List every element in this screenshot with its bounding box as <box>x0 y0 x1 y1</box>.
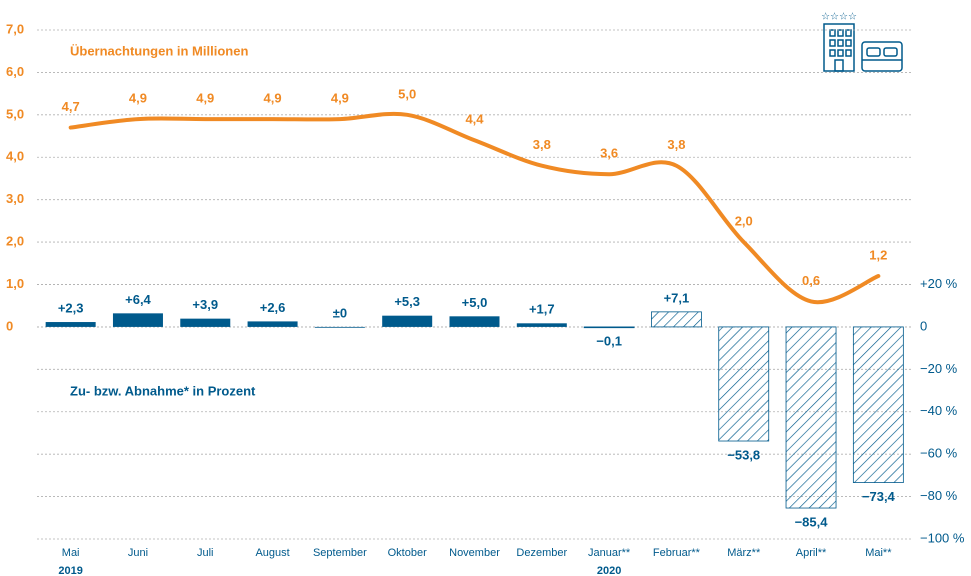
svg-text:☆☆☆☆: ☆☆☆☆ <box>821 12 857 23</box>
y-tick-label: 3,0 <box>6 191 24 206</box>
x-tick-label: August <box>255 547 289 559</box>
bar-value-label: +5,3 <box>394 294 420 309</box>
bar-value-label: +3,9 <box>192 297 218 312</box>
bar <box>247 321 298 327</box>
x-tick-label: März** <box>727 547 761 559</box>
year-label: 2019 <box>58 565 82 576</box>
line <box>68 111 881 305</box>
line-value-label: 3,6 <box>600 146 618 161</box>
y-tick-label: 7,0 <box>6 21 24 36</box>
bar <box>583 326 635 329</box>
y-tick-label: 2,0 <box>6 234 24 249</box>
x-tick-label: Juli <box>197 547 214 559</box>
x-tick-label: April** <box>796 547 827 559</box>
bar-value-label: +6,4 <box>125 292 151 307</box>
line-value-label: 2,0 <box>735 214 753 229</box>
y-tick-label: 4,0 <box>6 149 24 164</box>
bar <box>45 322 96 327</box>
bar <box>449 316 500 327</box>
y-tick-label: 6,0 <box>6 64 24 79</box>
series-label: Übernachtungen in Millionen <box>70 43 248 58</box>
y2-tick-label: −100 % <box>920 530 965 545</box>
bar-value-label: +7,1 <box>664 290 690 305</box>
bar <box>112 313 163 327</box>
y2-tick-label: −40 % <box>920 403 958 418</box>
bar <box>382 315 433 327</box>
bar-value-label: −0,1 <box>596 334 622 349</box>
x-tick-label: Juni <box>128 547 148 559</box>
x-tick-label: Mai <box>62 547 80 559</box>
line-value-label: 1,2 <box>869 247 887 262</box>
bar-value-label: ±0 <box>333 305 347 320</box>
x-tick-label: Mai** <box>865 547 892 559</box>
y2-tick-label: −20 % <box>920 361 958 376</box>
y2-tick-label: −60 % <box>920 446 958 461</box>
bar <box>785 326 837 509</box>
bar <box>314 326 365 328</box>
y2-tick-label: −80 % <box>920 488 958 503</box>
line-value-label: 4,9 <box>331 91 349 106</box>
x-tick-label: September <box>313 547 367 559</box>
bar <box>516 323 567 327</box>
bar-value-label: −73,4 <box>862 489 896 504</box>
line-value-label: 3,8 <box>533 137 551 152</box>
line-value-label: 5,0 <box>398 86 416 101</box>
y2-tick-label: 0 <box>920 318 927 333</box>
line-value-label: 4,7 <box>62 99 80 114</box>
y2-tick-label: +20 % <box>920 276 958 291</box>
bar-value-label: +5,0 <box>462 295 488 310</box>
y-tick-label: 0 <box>6 318 13 333</box>
bar-value-label: +1,7 <box>529 302 555 317</box>
bar-value-label: −85,4 <box>795 514 829 529</box>
bar-value-label: +2,3 <box>58 300 84 315</box>
line-value-label: 0,6 <box>802 273 820 288</box>
bar-value-label: −53,8 <box>727 447 760 462</box>
x-tick-label: November <box>449 547 500 559</box>
line-value-label: 4,9 <box>264 91 282 106</box>
hotel-icon: ☆☆☆☆ <box>821 12 903 72</box>
x-tick-label: Dezember <box>516 547 567 559</box>
bar-value-label: +2,6 <box>260 300 286 315</box>
bar <box>180 318 231 327</box>
line-value-label: 4,9 <box>129 91 147 106</box>
line-value-label: 4,4 <box>465 112 484 127</box>
x-tick-label: Januar** <box>588 547 631 559</box>
year-label: 2020 <box>597 565 621 576</box>
line-value-label: 4,9 <box>196 91 214 106</box>
x-tick-label: Februar** <box>653 547 701 559</box>
x-tick-label: Oktober <box>388 547 427 559</box>
series-label: Zu- bzw. Abnahme* in Prozent <box>70 383 256 398</box>
bar <box>718 326 770 442</box>
bar <box>852 326 904 483</box>
y-tick-label: 5,0 <box>6 106 24 121</box>
line-value-label: 3,8 <box>667 137 685 152</box>
y-tick-label: 1,0 <box>6 276 24 291</box>
bar <box>651 311 702 328</box>
